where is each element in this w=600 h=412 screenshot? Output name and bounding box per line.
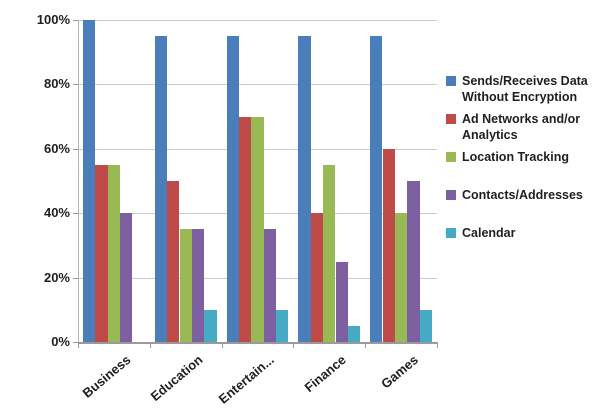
legend-swatch-icon xyxy=(446,152,456,162)
bar-finance-series-2 xyxy=(323,164,336,342)
bar-finance-series-1 xyxy=(310,213,324,342)
legend-entry: Sends/Receives Data Without Encryption xyxy=(446,73,598,111)
bar-entertain-series-3 xyxy=(263,229,277,342)
legend-label: Calendar xyxy=(462,226,516,240)
x-axis-category-label: Games xyxy=(377,352,421,392)
legend-entry: Contacts/Addresses xyxy=(446,187,598,225)
x-axis-tick xyxy=(365,344,367,348)
legend: Sends/Receives Data Without Encryption Ad… xyxy=(446,73,598,263)
y-axis-tick xyxy=(73,20,78,21)
bar-games-series-0 xyxy=(370,36,383,342)
legend-entry: Calendar xyxy=(446,225,598,263)
legend-label: Location Tracking xyxy=(462,150,569,164)
legend-label: Ad Networks and/or Analytics xyxy=(462,112,581,142)
legend-swatch-icon xyxy=(446,114,456,124)
y-axis-tick xyxy=(73,277,78,279)
bar-entertain-series-0 xyxy=(226,36,239,342)
x-axis-category-label: Finance xyxy=(301,352,349,396)
bar-games-series-4 xyxy=(419,309,433,342)
x-axis-category-label: Business xyxy=(79,352,134,401)
legend-swatch-icon xyxy=(446,228,456,238)
bar-games-series-2 xyxy=(394,213,408,342)
bar-education-series-4 xyxy=(204,309,217,342)
y-axis-tick xyxy=(73,84,78,86)
y-axis-tick xyxy=(73,342,78,343)
y-axis-tick xyxy=(73,213,78,215)
legend-label: Sends/Receives Data Without Encryption xyxy=(462,74,588,104)
legend-label: Contacts/Addresses xyxy=(462,188,583,202)
bar-finance-series-4 xyxy=(347,325,361,342)
y-axis-line xyxy=(78,20,79,342)
bar-business-series-2 xyxy=(107,164,121,342)
x-axis-category-label: Entertain... xyxy=(216,352,278,407)
gridline xyxy=(78,20,437,21)
bar-entertain-series-4 xyxy=(276,309,289,342)
bar-games-series-1 xyxy=(382,148,395,342)
bar-education-series-0 xyxy=(154,36,168,342)
bar-finance-series-3 xyxy=(335,261,348,342)
bar-business-series-3 xyxy=(120,213,133,342)
bar-games-series-3 xyxy=(407,181,420,342)
bar-business-series-1 xyxy=(95,164,108,342)
y-axis-tick-label: 100% xyxy=(36,12,70,27)
legend-swatch-icon xyxy=(446,190,456,200)
x-axis-tick xyxy=(293,344,295,348)
bar-business-series-0 xyxy=(82,20,96,342)
y-axis-tick xyxy=(73,148,78,150)
y-axis-tick-label: 80% xyxy=(43,76,70,92)
bar-entertain-series-2 xyxy=(251,116,264,342)
bar-finance-series-0 xyxy=(298,36,311,342)
y-axis-tick-label: 20% xyxy=(43,269,70,285)
bar-entertain-series-1 xyxy=(238,116,252,342)
bar-education-series-3 xyxy=(191,229,205,342)
gridline xyxy=(78,84,437,86)
x-axis-category-label: Education xyxy=(147,352,206,404)
x-axis-tick xyxy=(78,344,79,348)
x-axis-tick xyxy=(221,344,223,348)
x-axis-tick xyxy=(437,344,438,348)
legend-swatch-icon xyxy=(446,76,456,86)
bar-education-series-1 xyxy=(167,181,180,342)
y-axis-tick-label: 0% xyxy=(51,334,70,349)
legend-entry: Ad Networks and/or Analytics xyxy=(446,111,598,149)
legend-entry: Location Tracking xyxy=(446,149,598,187)
y-axis-tick-label: 60% xyxy=(43,140,70,156)
x-axis-line xyxy=(78,342,438,344)
x-axis-tick xyxy=(149,344,151,348)
bar-education-series-2 xyxy=(179,229,192,342)
y-axis-tick-label: 40% xyxy=(43,205,70,221)
